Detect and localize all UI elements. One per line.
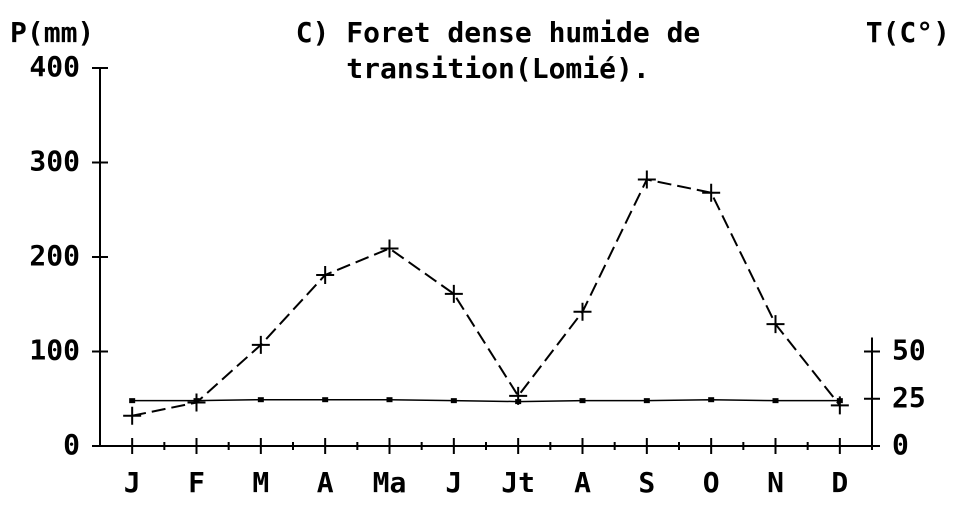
temperature-marker bbox=[579, 398, 586, 404]
x-tick-label: F bbox=[188, 466, 205, 499]
y-tick-label: 200 bbox=[29, 239, 80, 272]
temperature-marker bbox=[836, 398, 843, 404]
x-tick-label: J bbox=[445, 466, 462, 499]
x-tick-label: N bbox=[767, 466, 784, 499]
y-tick-label: 100 bbox=[29, 334, 80, 367]
y-tick-label: 400 bbox=[29, 50, 80, 83]
temperature-marker bbox=[322, 397, 329, 403]
precipitation-line bbox=[131, 178, 841, 417]
precipitation-marker bbox=[316, 265, 335, 284]
temperature-marker bbox=[257, 397, 264, 403]
x-tick-label: A bbox=[317, 466, 334, 499]
y2-axis-label: T(C°) bbox=[866, 16, 950, 49]
x-tick-label: A bbox=[574, 466, 591, 499]
x-tick-label: Ma bbox=[373, 466, 407, 499]
y-axis-label: P(mm) bbox=[10, 16, 94, 49]
y2-tick-label: 25 bbox=[892, 381, 926, 414]
precipitation-marker bbox=[766, 315, 785, 334]
x-tick-label: S bbox=[638, 466, 655, 499]
temperature-marker bbox=[643, 398, 650, 404]
y-tick-label: 0 bbox=[63, 428, 80, 461]
x-tick-label: Jt bbox=[501, 466, 535, 499]
precipitation-marker bbox=[637, 170, 656, 189]
x-tick-label: D bbox=[831, 466, 848, 499]
precipitation-marker bbox=[444, 284, 463, 303]
temperature-marker bbox=[386, 397, 393, 403]
y-tick-label: 300 bbox=[29, 145, 80, 178]
temperature-marker bbox=[515, 399, 522, 405]
temperature-marker bbox=[772, 398, 779, 404]
temperature-marker bbox=[708, 397, 715, 403]
precipitation-marker bbox=[123, 406, 142, 425]
x-tick-label: J bbox=[124, 466, 141, 499]
temperature-line bbox=[132, 398, 840, 403]
precipitation-marker bbox=[251, 335, 270, 354]
chart-title: transition(Lomié). bbox=[346, 52, 649, 85]
precipitation-marker bbox=[380, 239, 399, 258]
temperature-marker bbox=[129, 398, 136, 404]
temperature-marker bbox=[450, 398, 457, 404]
precipitation-marker bbox=[573, 302, 592, 321]
y2-tick-label: 50 bbox=[892, 334, 926, 367]
y2-tick-label: 0 bbox=[892, 428, 909, 461]
x-tick-label: M bbox=[252, 466, 269, 499]
precipitation-marker bbox=[702, 183, 721, 202]
temperature-marker bbox=[193, 398, 200, 404]
x-tick-label: O bbox=[703, 466, 720, 499]
chart-title: C) Foret dense humide de bbox=[296, 16, 701, 49]
